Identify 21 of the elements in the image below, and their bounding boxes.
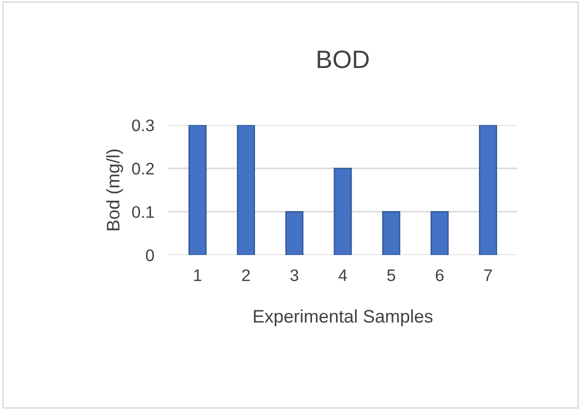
x-tick-label: 3 [290,269,298,282]
bar [285,211,304,256]
bar [188,125,207,256]
bar [382,211,400,256]
x-axis-title: Experimental Samples [254,309,432,326]
bar [236,125,255,256]
x-tick-label: 7 [484,270,492,281]
y-tick-label: 0.2 [132,162,154,175]
y-tick-label: 0.1 [132,206,154,218]
bar [479,125,498,256]
x-tick-label: 1 [194,270,202,281]
y-tick-label: 0 [146,249,154,262]
y-axis-title: Bod (mg/l) [106,150,124,230]
bar [334,168,352,256]
x-tick-label: 5 [387,270,396,282]
x-tick-label: 6 [436,269,444,282]
x-tick-label: 2 [242,269,250,281]
chart-title: BOD [318,50,369,68]
x-tick-label: 4 [338,270,347,281]
bar [430,211,449,256]
y-tick-label: 0.3 [132,119,154,132]
